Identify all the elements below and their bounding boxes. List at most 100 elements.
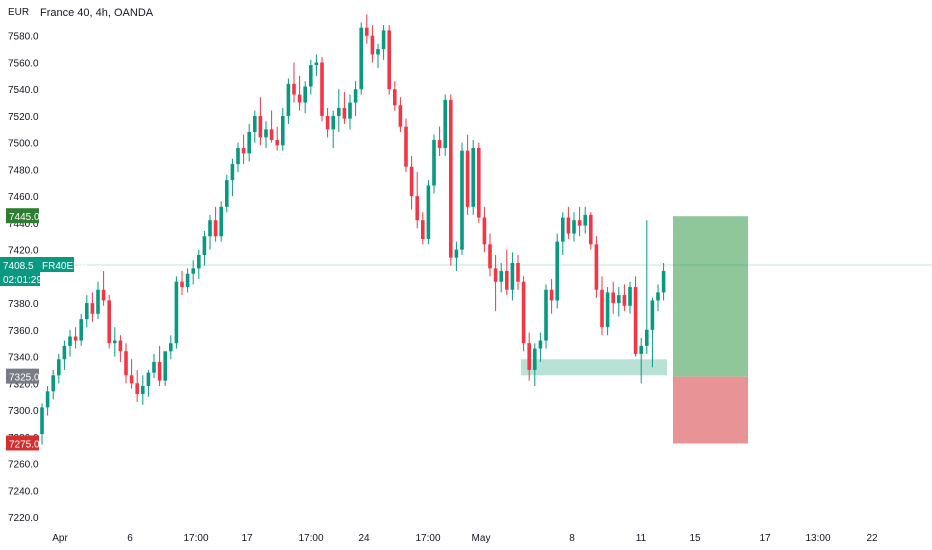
candle-up <box>163 351 167 381</box>
candle-up <box>454 249 459 258</box>
candle-up <box>337 107 341 116</box>
candles <box>40 14 666 445</box>
target-zone <box>673 216 748 377</box>
candle-up <box>152 361 156 373</box>
candle-up <box>286 83 291 116</box>
x-tick-label: 11 <box>636 533 647 544</box>
candle-up <box>314 62 319 66</box>
x-tick-label: Apr <box>52 533 68 544</box>
candle-down <box>449 99 453 258</box>
candle-down <box>297 94 302 103</box>
x-tick-label: May <box>472 533 491 544</box>
y-tick-label: 7300.0 <box>8 406 39 417</box>
candle-down <box>421 220 425 239</box>
candle-down <box>549 289 554 301</box>
candle-up <box>202 236 207 255</box>
candle-up <box>538 340 543 349</box>
last-price-badge-bg <box>0 257 40 273</box>
target-price-badge-bg <box>6 208 39 224</box>
candle-down <box>577 220 582 226</box>
candle-down <box>611 292 615 304</box>
drawing-zones <box>40 216 932 444</box>
candle-down <box>398 105 403 127</box>
candle-up <box>499 271 503 282</box>
y-tick-label: 7520.0 <box>8 112 39 123</box>
entry-price-badge-bg <box>6 368 39 384</box>
x-tick-label: 8 <box>569 533 575 544</box>
candle-down <box>118 340 123 352</box>
candle-up <box>51 375 55 392</box>
candle-up <box>236 148 240 165</box>
candle-up <box>303 86 307 103</box>
candle-down <box>437 140 442 149</box>
x-tick-label: 13:00 <box>805 533 830 544</box>
candle-down <box>488 244 492 269</box>
candle-down <box>135 383 139 395</box>
candle-down <box>622 295 627 306</box>
candle-up <box>219 206 223 237</box>
target-price-badge: 7445.0 <box>9 212 40 223</box>
candle-up <box>533 348 537 370</box>
candle-up <box>331 115 335 130</box>
candle-up <box>208 220 212 237</box>
stop-price-badge-bg <box>6 435 39 451</box>
candle-down <box>493 268 498 282</box>
candle-up <box>264 129 268 138</box>
candle-down <box>157 361 162 381</box>
candle-down <box>107 300 111 344</box>
candle-up <box>460 150 464 250</box>
y-tick-label: 7360.0 <box>8 326 39 337</box>
y-tick-label: 7440.0 <box>8 219 39 230</box>
candle-down <box>275 140 279 146</box>
y-tick-label: 7240.0 <box>8 486 39 497</box>
support-zone <box>521 359 667 376</box>
y-tick-label: 7560.0 <box>8 58 39 69</box>
candle-down <box>482 217 487 245</box>
candle-up <box>230 164 235 181</box>
candle-up <box>85 303 89 320</box>
candle-up <box>253 115 257 132</box>
candle-down <box>477 148 481 218</box>
last-price-badge: 7408.5 <box>3 261 34 272</box>
candle-up <box>656 292 660 301</box>
candle-up <box>381 30 386 50</box>
candle-up <box>185 273 190 288</box>
y-tick-label: 7420.0 <box>8 246 39 257</box>
candle-down <box>387 30 391 90</box>
x-tick-label: 24 <box>358 533 370 544</box>
candle-up <box>309 65 313 87</box>
symbol-badge: FR40EUR <box>42 261 88 272</box>
x-axis: Apr 6 17:00 17 17:00 24 17:00 May 8 11 15 17 13:00 22 <box>52 533 878 544</box>
y-tick-label: 7500.0 <box>8 139 39 150</box>
y-tick-label: 7380.0 <box>8 299 39 310</box>
x-tick-label: 17 <box>759 533 771 544</box>
candle-down <box>516 263 520 282</box>
candle-down <box>258 115 263 138</box>
candle-down <box>269 129 274 141</box>
candle-down <box>124 351 128 376</box>
candle-down <box>465 150 470 207</box>
candle-up <box>225 180 229 207</box>
instrument-title[interactable]: France 40, 4h, OANDA <box>40 7 154 19</box>
candle-up <box>79 319 83 341</box>
candle-up <box>141 385 145 395</box>
stop-zone <box>673 376 748 444</box>
candle-up <box>555 241 559 301</box>
candle-up <box>645 329 649 346</box>
entry-price-badge: 7325.0 <box>9 373 40 384</box>
x-tick-label: 17:00 <box>415 533 440 544</box>
x-tick-label: 17:00 <box>298 533 323 544</box>
candle-up <box>376 49 380 55</box>
candle-up <box>628 287 632 306</box>
candle-up <box>197 254 201 269</box>
candle-up <box>62 345 67 360</box>
countdown-badge: 02:01:29 <box>3 275 42 286</box>
candle-up <box>650 300 655 330</box>
y-tick-label: 7540.0 <box>8 85 39 96</box>
candle-down <box>241 148 246 154</box>
candle-up <box>510 263 515 290</box>
candle-up <box>281 115 285 146</box>
candle-up <box>561 217 565 242</box>
